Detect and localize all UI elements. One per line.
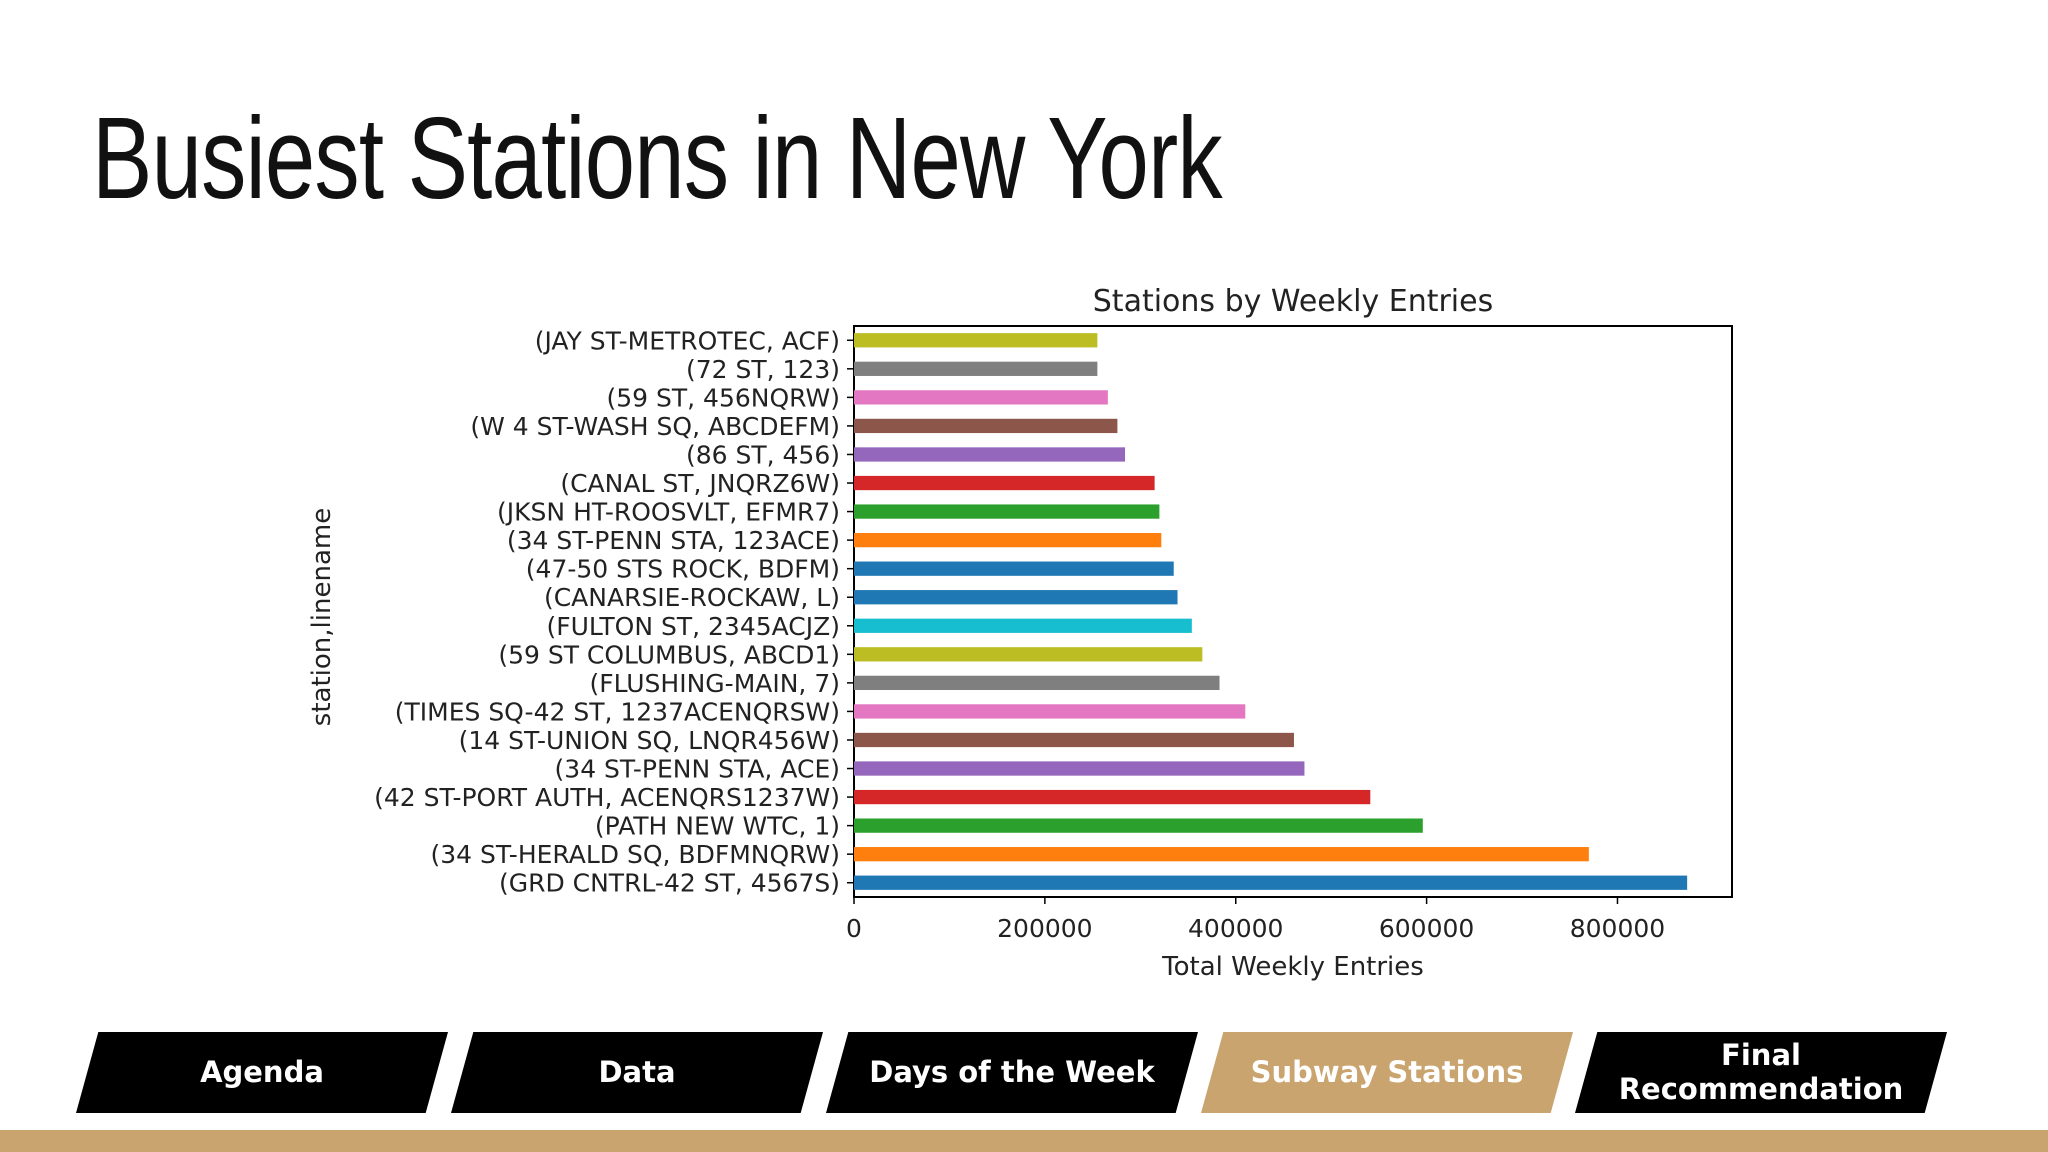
- bar: [854, 447, 1126, 462]
- nav-tab-label: Final Recommendation: [1618, 1037, 1904, 1106]
- nav-tab-label: Subway Stations: [1250, 1054, 1524, 1089]
- x-axis-label: Total Weekly Entries: [1161, 952, 1424, 982]
- y-tick-label: (CANAL ST, JNQRZ6W): [560, 469, 840, 498]
- nav-tab-data[interactable]: Data: [451, 1032, 823, 1113]
- slide-title: Busiest Stations in New York: [92, 93, 1223, 223]
- y-tick-label: (59 ST, 456NQRW): [607, 383, 840, 412]
- y-tick-label: (FULTON ST, 2345ACJZ): [546, 612, 840, 641]
- bar: [854, 361, 1098, 376]
- bar: [854, 418, 1118, 434]
- x-tick-label: 400000: [1188, 914, 1283, 943]
- bar: [854, 590, 1178, 605]
- bar: [854, 333, 1098, 348]
- x-tick-label: 0: [846, 914, 862, 943]
- nav-tab-agenda[interactable]: Agenda: [76, 1032, 448, 1113]
- nav-tab-subway-stations[interactable]: Subway Stations: [1201, 1032, 1573, 1113]
- y-axis-label: station,linename: [307, 508, 337, 726]
- y-tick-label: (14 ST-UNION SQ, LNQR456W): [459, 726, 840, 755]
- plot-frame: [853, 325, 1733, 898]
- nav-tab-label: Agenda: [200, 1054, 324, 1089]
- y-tick-label: (34 ST-PENN STA, ACE): [555, 755, 840, 784]
- y-tick-label: (FLUSHING-MAIN, 7): [589, 669, 840, 698]
- nav-tab-days-of-the-week[interactable]: Days of the Week: [826, 1032, 1198, 1113]
- y-tick-label: (47-50 STS ROCK, BDFM): [526, 555, 840, 584]
- y-tick-label: (TIMES SQ-42 ST, 1237ACENQRSW): [395, 697, 840, 726]
- bar: [854, 561, 1174, 576]
- bar: [854, 647, 1203, 662]
- y-tick-label: (59 ST COLUMBUS, ABCD1): [498, 640, 840, 669]
- bar: [854, 532, 1162, 548]
- bar: [854, 618, 1192, 633]
- bar: [854, 475, 1155, 491]
- bar: [854, 390, 1108, 405]
- y-tick-label: (34 ST-PENN STA, 123ACE): [507, 526, 840, 555]
- y-tick-label: (CANARSIE-ROCKAW, L): [544, 583, 840, 612]
- y-tick-label: (34 ST-HERALD SQ, BDFMNQRW): [430, 840, 840, 869]
- bar: [854, 675, 1220, 691]
- y-tick-label: (JAY ST-METROTEC, ACF): [535, 326, 840, 355]
- chart-title: Stations by Weekly Entries: [1093, 284, 1493, 319]
- bar: [854, 847, 1589, 862]
- y-tick-label: (72 ST, 123): [686, 355, 840, 384]
- x-tick-label: 600000: [1379, 914, 1474, 943]
- nav-tab-final-recommendation[interactable]: Final Recommendation: [1575, 1032, 1947, 1113]
- x-tick-label: 200000: [997, 914, 1092, 943]
- nav-tab-label: Data: [598, 1054, 676, 1089]
- y-tick-label: (W 4 ST-WASH SQ, ABCDEFM): [470, 412, 840, 441]
- x-tick-label: 800000: [1570, 914, 1665, 943]
- y-tick-label: (GRD CNTRL-42 ST, 4567S): [499, 869, 840, 898]
- y-tick-label: (JKSN HT-ROOSVLT, EFMR7): [497, 498, 840, 527]
- bar: [854, 732, 1294, 748]
- bar: [854, 875, 1688, 890]
- bar: [854, 504, 1160, 519]
- bar-chart: Stations by Weekly Entries Total Weekly …: [307, 284, 1733, 982]
- footer-bar: [0, 1130, 2048, 1152]
- nav-tab-label: Days of the Week: [869, 1054, 1155, 1089]
- bar: [854, 761, 1305, 776]
- y-tick-label: (PATH NEW WTC, 1): [595, 812, 840, 841]
- bar: [854, 818, 1423, 833]
- bar: [854, 789, 1371, 805]
- bar: [854, 704, 1246, 719]
- y-tick-label: (42 ST-PORT AUTH, ACENQRS1237W): [374, 783, 840, 812]
- y-tick-label: (86 ST, 456): [686, 440, 840, 469]
